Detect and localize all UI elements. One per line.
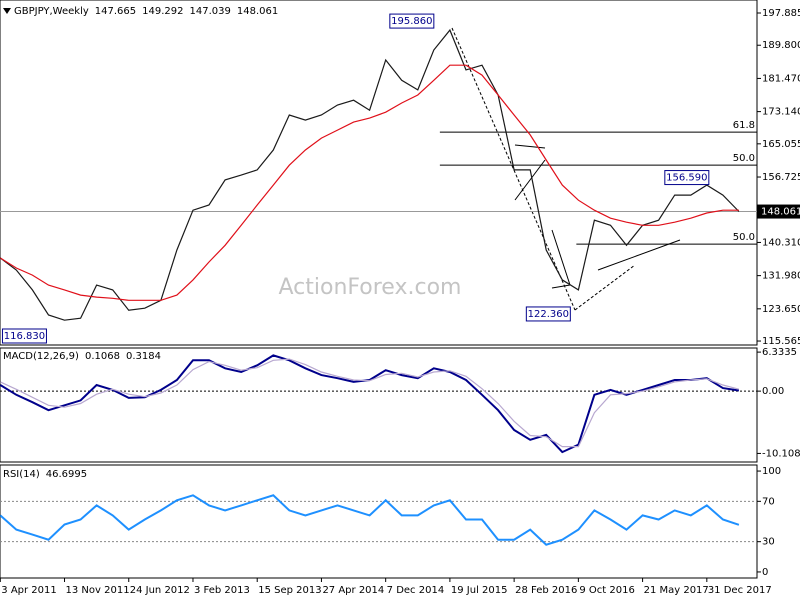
- y-tick-label: 156.725: [762, 172, 800, 183]
- fib-label: 61.8: [733, 120, 755, 131]
- price-label-box: [664, 170, 710, 186]
- panel-header: GBPJPY,Weekly 147.665 149.292 147.039 148.06…: [14, 6, 278, 17]
- x-tick-label: 3 Apr 2011: [1, 585, 56, 596]
- y-tick-label: -10.1082: [762, 448, 800, 459]
- y-tick-label: 140.310: [762, 237, 800, 248]
- price-panel: [0, 0, 758, 346]
- y-tick-label: 173.140: [762, 107, 800, 118]
- header-value: 148.061: [237, 6, 278, 17]
- y-tick-label: 123.650: [762, 304, 800, 315]
- series-line: [0, 354, 740, 454]
- y-tick-label: 0: [762, 567, 768, 578]
- x-tick-label: 19 Jul 2015: [451, 585, 508, 596]
- fib-label: 50.0: [733, 232, 755, 243]
- series-line: [0, 494, 740, 546]
- x-tick-label: 21 May 2017: [644, 585, 709, 596]
- price-label: 195.860: [391, 16, 432, 27]
- x-tick-label: 28 Feb 2016: [515, 585, 577, 596]
- x-tick-label: 13 Nov 2011: [66, 585, 130, 596]
- price-label: 156.590: [666, 173, 707, 184]
- y-tick-label: 181.470: [762, 73, 800, 84]
- y-tick-label: 6.3335: [762, 347, 797, 358]
- header-value: 46.6995: [46, 469, 87, 480]
- y-tick-label: 70: [762, 496, 775, 507]
- x-tick-label: 3 Feb 2013: [194, 585, 250, 596]
- price-label: 122.360: [528, 309, 569, 320]
- y-tick-label: 0.00: [762, 386, 784, 397]
- x-tick-label: 9 Oct 2016: [579, 585, 634, 596]
- watermark: ActionForex.com: [279, 275, 462, 300]
- y-tick-label: 100: [762, 466, 781, 477]
- price-label: 116.830: [4, 331, 45, 342]
- series-line: [0, 64, 739, 301]
- price-label-box: [1, 328, 47, 344]
- header-value: 147.039: [190, 6, 231, 17]
- header-value: 147.665: [95, 6, 136, 17]
- y-tick-label: 131.980: [762, 271, 800, 282]
- y-tick-label: 165.055: [762, 139, 800, 150]
- series-line: [0, 28, 740, 321]
- x-tick-label: 15 Sep 2013: [258, 585, 321, 596]
- header-title: MACD(12,26,9): [3, 351, 79, 362]
- price-label-box: [389, 13, 435, 29]
- header-value: 0.3184: [126, 351, 161, 362]
- fib-label: 50.0: [733, 153, 755, 164]
- y-tick-label: 30: [762, 537, 775, 548]
- header-value: 149.292: [142, 6, 183, 17]
- rsi-panel: [0, 464, 758, 579]
- header-title: GBPJPY,Weekly: [14, 6, 89, 17]
- panel-header: MACD(12,26,9) 0.1068 0.3184: [3, 351, 161, 362]
- y-tick-label: 197.885: [762, 8, 800, 19]
- y-tick-label: 115.565: [762, 336, 800, 347]
- menu-triangle: [3, 8, 11, 14]
- header-value: 0.1068: [85, 351, 120, 362]
- panel-header: RSI(14) 46.6995: [3, 469, 87, 480]
- trend-lines: [451, 27, 681, 311]
- macd-panel: [0, 347, 758, 463]
- series-line: [0, 358, 740, 448]
- price-label-box: [525, 306, 571, 322]
- header-title: RSI(14): [3, 469, 40, 480]
- x-tick-label: 7 Dec 2014: [387, 585, 445, 596]
- last-price-label: 148.061: [761, 207, 800, 218]
- x-tick-label: 27 Apr 2014: [322, 585, 384, 596]
- x-tick-label: 31 Dec 2017: [708, 585, 772, 596]
- y-tick-label: 189.800: [762, 40, 800, 51]
- x-tick-label: 24 Jun 2012: [130, 585, 190, 596]
- last-price-box: [757, 204, 800, 219]
